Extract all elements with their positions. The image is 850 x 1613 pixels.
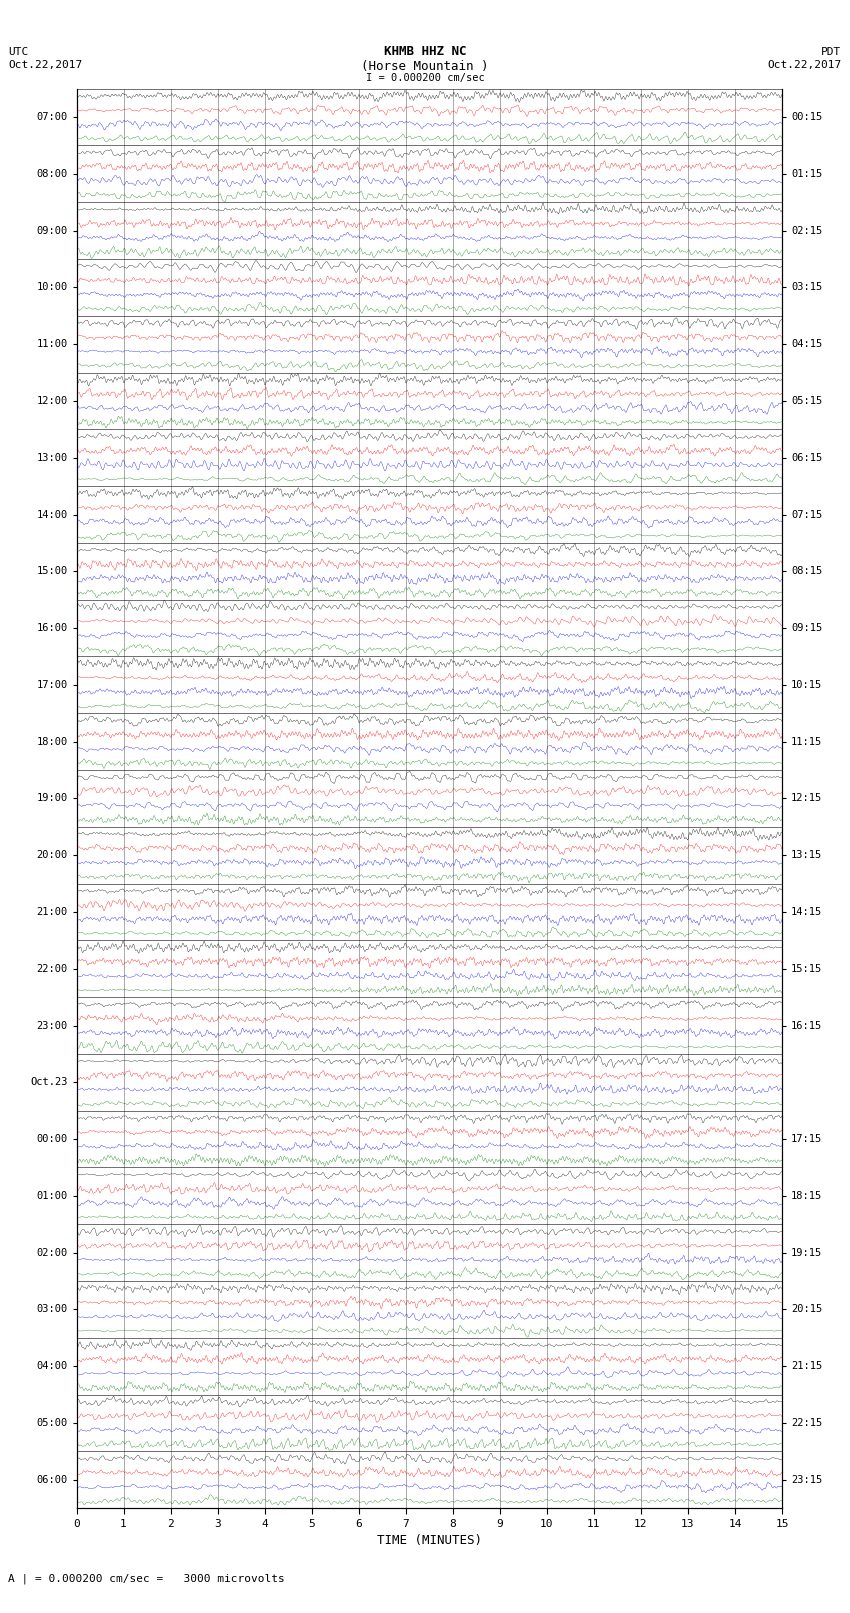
Text: I = 0.000200 cm/sec: I = 0.000200 cm/sec — [366, 73, 484, 82]
Text: KHMB HHZ NC: KHMB HHZ NC — [383, 45, 467, 58]
Text: UTC: UTC — [8, 47, 29, 56]
Text: (Horse Mountain ): (Horse Mountain ) — [361, 60, 489, 73]
Text: A | = 0.000200 cm/sec =   3000 microvolts: A | = 0.000200 cm/sec = 3000 microvolts — [8, 1573, 286, 1584]
Text: Oct.22,2017: Oct.22,2017 — [768, 60, 842, 69]
X-axis label: TIME (MINUTES): TIME (MINUTES) — [377, 1534, 482, 1547]
Text: Oct.22,2017: Oct.22,2017 — [8, 60, 82, 69]
Text: PDT: PDT — [821, 47, 842, 56]
